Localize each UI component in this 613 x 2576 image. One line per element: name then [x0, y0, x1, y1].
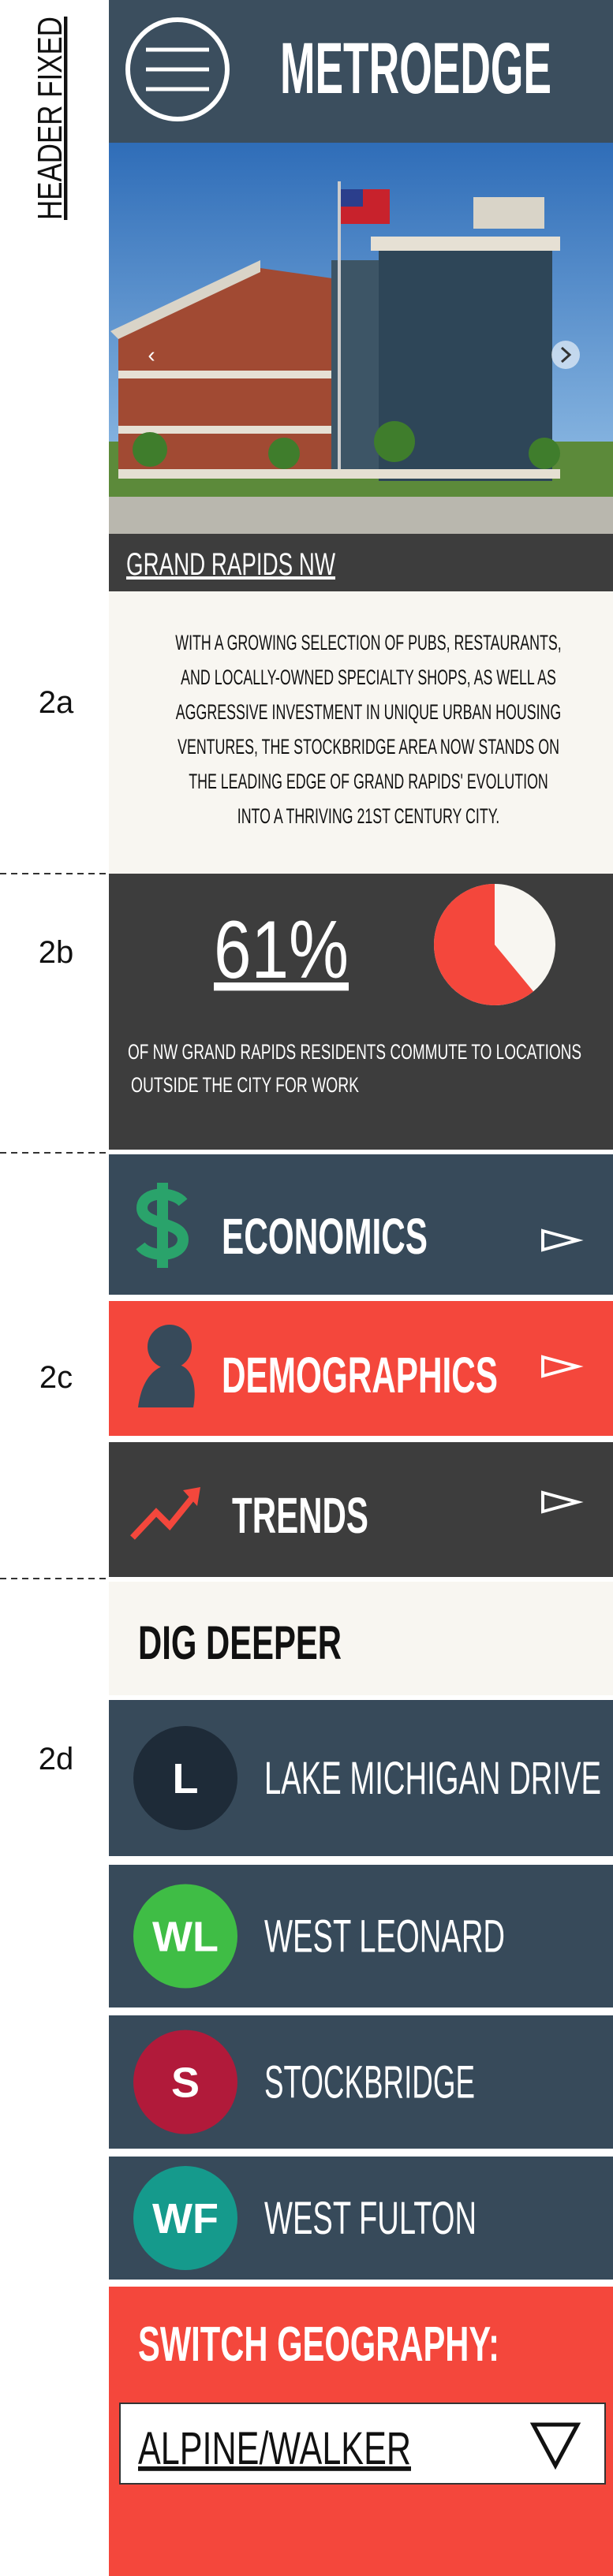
caption-bar — [109, 534, 613, 591]
hero-caption: GRAND RAPIDS NW — [126, 547, 335, 582]
dig-deeper-header — [109, 1582, 613, 1695]
dollar-icon — [136, 1183, 189, 1268]
intro-text: AGGRESSIVE INVESTMENT IN UNIQUE URBAN HO… — [176, 699, 561, 724]
location-label: STOCKBRIDGE — [264, 2057, 475, 2108]
annotation-label: 2a — [39, 685, 74, 720]
menu-button[interactable] — [125, 17, 230, 121]
arrow-icon — [541, 1490, 584, 1514]
selected-geography: ALPINE/WALKER — [138, 2423, 411, 2474]
annotation-label: HEADER FIXED — [31, 17, 69, 220]
person-icon — [138, 1325, 195, 1407]
topic-label[interactable]: DEMOGRAPHICS — [222, 1347, 498, 1404]
intro-text: INTO A THRIVING 21ST CENTURY CITY. — [237, 803, 500, 828]
topic-trends[interactable] — [109, 1442, 613, 1577]
location-badge — [133, 2030, 237, 2134]
location-badge — [133, 2166, 237, 2270]
location-label: WEST FULTON — [264, 2193, 477, 2244]
annotation-label: 2b — [39, 935, 74, 970]
geography-select[interactable] — [119, 2403, 606, 2485]
badge-text: WF — [152, 2195, 219, 2242]
stat-text: OUTSIDE THE CITY FOR WORK — [131, 1073, 359, 1097]
intro-text: AND LOCALLY-OWNED SPECIALTY SHOPS, AS WE… — [181, 665, 556, 689]
section-title: DIG DEEPER — [138, 1616, 342, 1669]
location-badge — [133, 1726, 237, 1830]
intro-section — [109, 591, 613, 874]
location-badge — [133, 1884, 237, 1989]
arrow-icon — [541, 1228, 584, 1252]
arrow-icon — [541, 1355, 584, 1378]
intro-text: WITH A GROWING SELECTION OF PUBS, RESTAU… — [175, 630, 561, 654]
select-arrow — [529, 2422, 581, 2470]
topic-economics[interactable] — [109, 1154, 613, 1295]
switch-title: SWITCH GEOGRAPHY: — [138, 2317, 499, 2372]
annotation-label: 2c — [39, 1360, 73, 1395]
carousel-prev[interactable]: ‹ — [148, 342, 155, 367]
badge-text: L — [173, 1755, 199, 1802]
intro-text: THE LEADING EDGE OF GRAND RAPIDS' EVOLUT… — [189, 769, 548, 793]
topic-label[interactable]: ECONOMICS — [222, 1208, 428, 1265]
trend-icon — [130, 1487, 200, 1540]
app-title: METROEDGE — [280, 28, 551, 109]
stat-text: OF NW GRAND RAPIDS RESIDENTS COMMUTE TO … — [128, 1040, 581, 1064]
annotation-label: 2d — [39, 1742, 74, 1776]
stat-value: 61% — [214, 904, 349, 996]
topic-demographics[interactable] — [109, 1301, 613, 1436]
pie-slice — [433, 884, 534, 1005]
carousel-next[interactable] — [551, 341, 580, 369]
location-label: LAKE MICHIGAN DRIVE — [264, 1753, 601, 1804]
intro-text: VENTURES, THE STOCKBRIDGE AREA NOW STAND… — [178, 734, 559, 759]
badge-text: S — [171, 2060, 200, 2107]
topic-label[interactable]: TRENDS — [232, 1487, 368, 1544]
location-label: WEST LEONARD — [264, 1911, 505, 1963]
badge-text: WL — [152, 1914, 219, 1961]
hero-image — [109, 143, 613, 534]
